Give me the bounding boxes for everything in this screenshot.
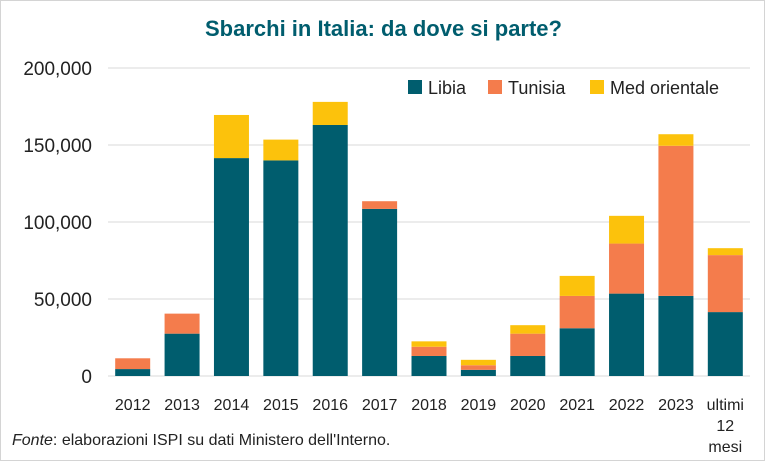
bar-med-orientale (460, 359, 496, 366)
x-tick-label: 2017 (362, 397, 398, 414)
x-tick-label-line: 2019 (461, 397, 497, 414)
bar-tunisia (411, 346, 447, 356)
x-tick-label: 2013 (164, 397, 200, 414)
bar-tunisia (559, 295, 595, 329)
bar-med-orientale (658, 134, 694, 146)
x-tick-label: 2015 (263, 397, 299, 414)
legend-label: Med orientale (610, 78, 719, 98)
gridlines (108, 67, 750, 377)
bar-tunisia (510, 333, 546, 356)
x-tick-label-line: mesi (708, 439, 742, 456)
x-tick-label-line: 2023 (658, 397, 694, 414)
bar-libia (559, 328, 595, 376)
legend-swatch (488, 80, 502, 94)
bar-libia (164, 333, 200, 376)
bar-med-orientale (312, 101, 348, 125)
bar-libia (510, 355, 546, 376)
x-tick-label: 2012 (115, 397, 151, 414)
x-tick-label-line: 12 (716, 418, 734, 435)
x-tick-label: 2014 (214, 397, 250, 414)
legend-label: Tunisia (508, 78, 566, 98)
legend-label: Libia (428, 78, 467, 98)
bar-libia (658, 295, 694, 376)
chart-title: Sbarchi in Italia: da dove si parte? (205, 16, 562, 41)
y-tick-label: 50,000 (34, 290, 92, 311)
bar-libia (312, 124, 348, 376)
legend-swatch (408, 80, 422, 94)
source-note: Fonte: elaborazioni ISPI su dati Ministe… (12, 432, 390, 450)
bar-med-orientale (510, 325, 546, 334)
y-tick-label: 100,000 (23, 213, 92, 234)
source-label: Fonte (12, 432, 53, 449)
bar-med-orientale (559, 275, 595, 296)
bar-tunisia (362, 201, 398, 209)
bar-tunisia (115, 358, 151, 370)
x-axis: 2012 2013 2014 2015 2016 2017 2018 2019 2020 2021… (115, 397, 744, 456)
x-tick-label: 2019 (461, 397, 497, 414)
bar-libia (213, 158, 249, 376)
bar-libia (362, 208, 398, 376)
x-tick-label-line: ultimi (707, 397, 744, 414)
x-tick-label-line: 2014 (214, 397, 250, 414)
x-tick-label-line: 2021 (559, 397, 595, 414)
x-tick-label: 2020 (510, 397, 546, 414)
x-tick-label: 2021 (559, 397, 595, 414)
bar-med-orientale (213, 114, 249, 159)
y-tick-label: 200,000 (23, 59, 92, 80)
x-tick-label: 2018 (411, 397, 447, 414)
bar-libia (411, 355, 447, 376)
legend-swatch (590, 80, 604, 94)
bar-libia (609, 293, 645, 376)
y-tick-label: 150,000 (23, 136, 92, 157)
bar-med-orientale (263, 139, 299, 161)
x-tick-label: 2016 (312, 397, 348, 414)
x-tick-label-line: 2022 (609, 397, 645, 414)
bar-tunisia (658, 145, 694, 296)
bar-tunisia (707, 255, 743, 313)
bar-libia (263, 160, 299, 376)
x-tick-label-line: 2012 (115, 397, 151, 414)
y-tick-label: 0 (81, 367, 92, 388)
x-tick-label: ultimi 12 mesi (707, 397, 744, 456)
bar-libia (707, 312, 743, 376)
x-tick-label-line: 2017 (362, 397, 398, 414)
x-tick-label: 2022 (609, 397, 645, 414)
bar-med-orientale (707, 248, 743, 256)
y-axis: 0 50,000 100,000 150,000 200,000 (23, 59, 92, 388)
x-tick-label-line: 2013 (164, 397, 200, 414)
legend: Libia Tunisia Med orientale (408, 78, 719, 98)
x-tick-label-line: 2016 (312, 397, 348, 414)
bars (115, 101, 743, 376)
x-tick-label-line: 2015 (263, 397, 299, 414)
x-tick-label: 2023 (658, 397, 694, 414)
bar-med-orientale (609, 215, 645, 244)
x-tick-label-line: 2020 (510, 397, 546, 414)
bar-tunisia (164, 313, 200, 334)
source-text: : elaborazioni ISPI su dati Ministero de… (52, 432, 391, 449)
bar-tunisia (460, 365, 496, 370)
bar-libia (460, 369, 496, 376)
bar-tunisia (609, 243, 645, 294)
x-tick-label-line: 2018 (411, 397, 447, 414)
bar-libia (115, 369, 151, 376)
bar-med-orientale (411, 341, 447, 347)
